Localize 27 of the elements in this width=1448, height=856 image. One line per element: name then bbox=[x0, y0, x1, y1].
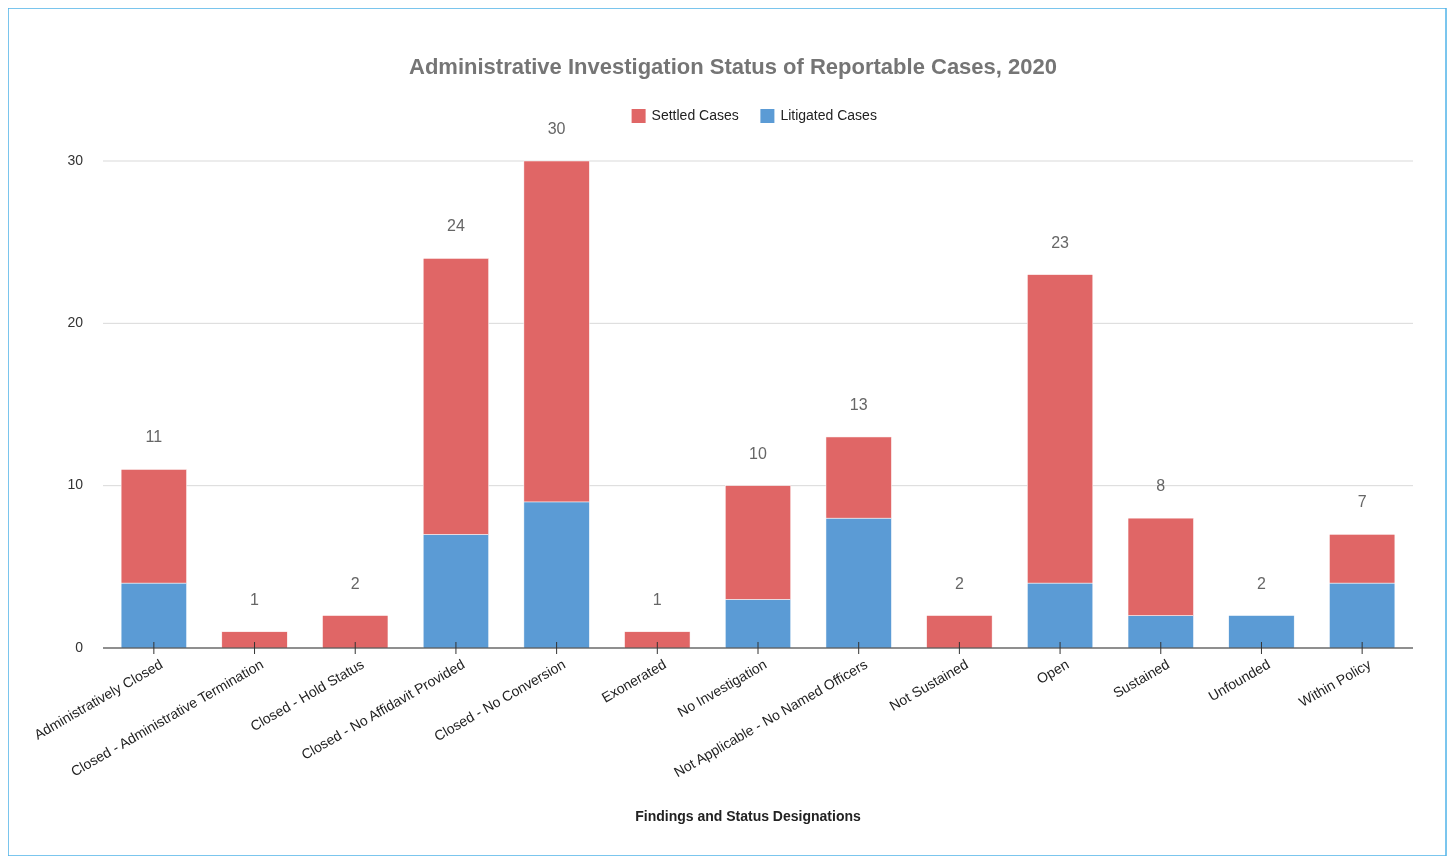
bar bbox=[221, 631, 288, 649]
total-label: 1 bbox=[250, 590, 260, 608]
legend-label: Settled Cases bbox=[651, 106, 739, 123]
total-label: 23 bbox=[1051, 233, 1070, 251]
bar bbox=[926, 615, 993, 649]
y-tick-label: 20 bbox=[67, 314, 84, 331]
total-label: 2 bbox=[954, 574, 964, 592]
bar bbox=[624, 631, 691, 649]
total-label: 8 bbox=[1156, 477, 1166, 495]
total-label: 13 bbox=[849, 395, 868, 413]
total-label: 24 bbox=[447, 217, 465, 235]
y-tick-label: 10 bbox=[67, 476, 84, 493]
total-label: 10 bbox=[749, 444, 767, 462]
legend-label: Litigated Cases bbox=[780, 106, 877, 123]
y-tick-label: 30 bbox=[67, 151, 84, 168]
total-label: 11 bbox=[145, 428, 163, 446]
total-label: 2 bbox=[350, 574, 360, 592]
y-tick-label: 0 bbox=[75, 638, 84, 655]
bar bbox=[322, 615, 389, 649]
x-axis-title: Findings and Status Designations bbox=[635, 807, 861, 824]
bar bbox=[1228, 615, 1295, 649]
total-label: 1 bbox=[652, 590, 662, 608]
total-label: 30 bbox=[547, 120, 566, 137]
total-label: 7 bbox=[1357, 493, 1367, 511]
total-label: 2 bbox=[1257, 574, 1267, 592]
x-tick-label: Open bbox=[1033, 655, 1072, 687]
chart-title: Administrative Investigation Status of Reportable Cases, 2020 bbox=[409, 53, 1057, 79]
